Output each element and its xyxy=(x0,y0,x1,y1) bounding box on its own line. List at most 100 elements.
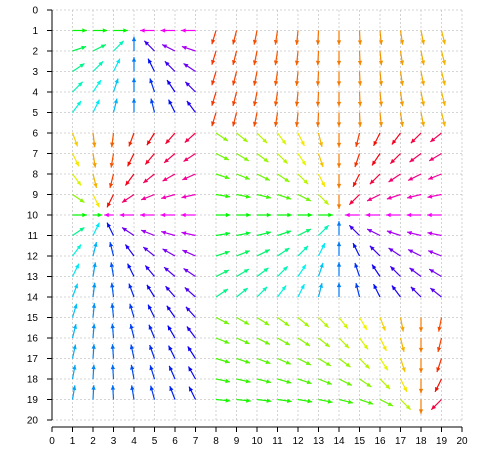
arrow xyxy=(357,91,363,107)
arrow xyxy=(336,112,342,127)
arrow xyxy=(336,221,342,236)
arrow xyxy=(131,57,137,72)
arrow xyxy=(420,30,426,45)
arrow xyxy=(389,153,401,165)
arrow xyxy=(379,398,394,407)
arrow xyxy=(359,378,372,388)
arrow xyxy=(317,242,326,257)
arrow xyxy=(113,40,125,52)
arrow xyxy=(112,98,118,113)
y-tick-label-4: 4 xyxy=(32,88,38,99)
arrow xyxy=(429,132,442,143)
arrow xyxy=(147,304,156,318)
arrow xyxy=(215,378,231,384)
x-tick-label-17: 17 xyxy=(395,436,407,447)
arrow xyxy=(318,212,333,218)
arrow xyxy=(110,344,115,359)
arrow xyxy=(72,227,85,236)
arrow xyxy=(277,132,287,145)
arrow xyxy=(110,132,115,148)
arrow xyxy=(318,224,330,236)
arrow xyxy=(129,323,135,339)
arrow xyxy=(355,282,361,298)
arrow xyxy=(162,173,176,182)
arrow xyxy=(109,173,115,189)
arrow xyxy=(318,398,333,404)
arrow xyxy=(149,365,156,380)
arrow xyxy=(93,28,108,33)
arrow xyxy=(277,317,290,327)
arrow xyxy=(420,112,426,127)
arrow xyxy=(399,91,405,107)
y-tick-label-8: 8 xyxy=(32,170,38,181)
arrow xyxy=(161,230,176,237)
arrow xyxy=(71,344,77,359)
arrow xyxy=(71,323,77,339)
arrow xyxy=(336,71,342,86)
arrow xyxy=(164,60,176,72)
arrow xyxy=(252,30,258,45)
arrow xyxy=(236,337,250,345)
arrow xyxy=(160,28,175,33)
arrow xyxy=(277,285,287,298)
arrow xyxy=(236,152,250,162)
arrow xyxy=(378,30,384,45)
x-tick-label-11: 11 xyxy=(272,436,283,447)
arrow xyxy=(256,132,268,144)
arrow xyxy=(277,173,290,183)
arrow xyxy=(440,91,446,107)
y-tick-label-1: 1 xyxy=(32,26,38,37)
arrow xyxy=(297,283,305,298)
arrow xyxy=(187,366,197,380)
arrow xyxy=(357,30,363,45)
arrow xyxy=(315,50,321,66)
arrow xyxy=(181,45,196,52)
x-tick-label-2: 2 xyxy=(90,436,96,447)
arrow xyxy=(406,212,421,218)
arrow xyxy=(232,71,238,86)
arrow xyxy=(110,282,115,298)
arrow xyxy=(440,50,446,66)
arrow xyxy=(236,231,251,237)
arrow xyxy=(336,92,342,107)
arrow xyxy=(142,246,155,257)
arrow xyxy=(112,58,121,72)
arrow xyxy=(130,385,135,400)
arrow xyxy=(336,241,342,256)
arrow xyxy=(252,91,258,107)
arrow xyxy=(418,338,424,353)
arrow xyxy=(391,132,401,145)
arrow xyxy=(277,247,290,257)
arrow xyxy=(72,81,84,93)
arrow xyxy=(418,317,424,332)
arrow xyxy=(232,30,238,45)
arrow xyxy=(418,358,424,373)
arrow xyxy=(338,398,354,404)
arrow xyxy=(336,282,342,297)
arrow xyxy=(92,44,107,52)
x-tick-label-3: 3 xyxy=(111,436,117,447)
arrow xyxy=(273,50,279,66)
x-tick-label-7: 7 xyxy=(193,436,199,447)
arrow xyxy=(256,153,269,163)
arrow xyxy=(336,262,342,277)
arrow xyxy=(365,212,380,218)
arrow xyxy=(298,212,313,218)
arrow xyxy=(318,378,333,385)
arrow xyxy=(92,173,98,189)
x-tick-label-1: 1 xyxy=(70,436,76,447)
arrow xyxy=(130,364,135,380)
y-tick-label-7: 7 xyxy=(32,149,38,160)
arrow xyxy=(72,100,82,113)
arrow xyxy=(211,30,217,45)
arrow xyxy=(216,212,231,218)
arrow xyxy=(150,98,156,113)
arrow xyxy=(146,284,156,298)
arrow xyxy=(92,222,100,236)
arrow xyxy=(297,337,311,347)
arrow xyxy=(338,337,350,349)
arrow xyxy=(273,112,279,127)
arrow xyxy=(182,249,196,257)
arrow xyxy=(389,265,401,277)
